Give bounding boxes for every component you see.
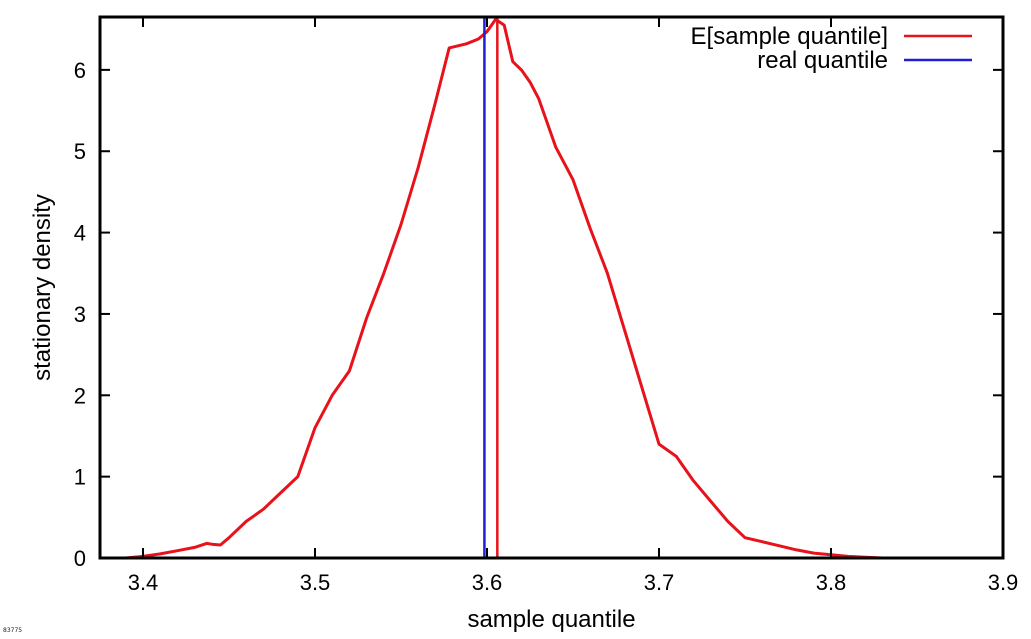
legend-label-0: E[sample quantile] — [691, 23, 888, 50]
plot-frame — [98, 15, 1005, 560]
x-tick-label: 3.5 — [300, 570, 331, 595]
axis-ticks: 3.4 3.5 3.6 3.7 3.8 3.9 0 1 2 3 4 5 6 — [74, 17, 1019, 595]
x-axis-label: sample quantile — [467, 606, 635, 633]
y-axis-label: stationary density — [29, 194, 56, 381]
x-tick-label: 3.4 — [128, 570, 159, 595]
x-tick-label: 3.9 — [988, 570, 1019, 595]
x-tick-label: 3.8 — [816, 570, 847, 595]
y-tick-label: 4 — [74, 221, 86, 246]
plot-area — [100, 17, 1003, 560]
x-tick-label: 3.7 — [644, 570, 675, 595]
y-tick-label: 0 — [74, 546, 86, 571]
x-tick-label: 3.6 — [472, 570, 503, 595]
y-tick-label: 5 — [74, 139, 86, 164]
y-tick-label: 6 — [74, 58, 86, 83]
legend-label-1: real quantile — [757, 47, 888, 74]
density-curve-0 — [100, 17, 1003, 560]
legend: E[sample quantile]real quantile — [691, 23, 972, 74]
y-tick-label: 2 — [74, 383, 86, 408]
y-tick-label: 3 — [74, 302, 86, 327]
y-tick-label: 1 — [74, 465, 86, 490]
footer-tag: 83775 — [3, 627, 23, 634]
